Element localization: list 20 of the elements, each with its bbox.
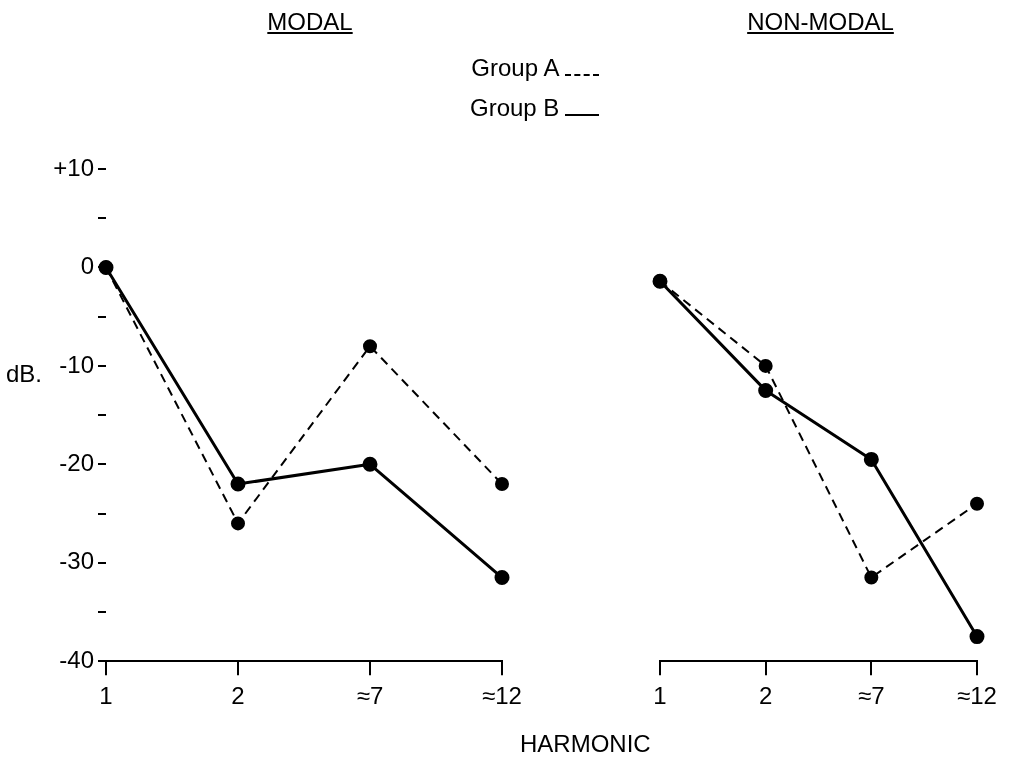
y-tick-label: +10 (53, 153, 94, 181)
x-tick-label: 1 (99, 682, 113, 710)
x-tick-label: ≈12 (957, 682, 997, 710)
x-tick-label: 2 (231, 682, 245, 710)
y-tick-label: 0 (80, 252, 94, 280)
y-tick-label: -10 (59, 350, 94, 378)
chart-title: MODAL (267, 8, 353, 36)
x-tick-label: ≈7 (858, 682, 885, 710)
legend-label: Group A (471, 54, 560, 82)
x-tick-label: 1 (653, 682, 667, 710)
legend-label: Group B (470, 94, 560, 122)
x-tick-label: ≈12 (482, 682, 522, 710)
x-tick-label: ≈7 (356, 682, 384, 710)
x-axis-title: HARMONIC (520, 730, 651, 758)
x-tick-label: 2 (758, 682, 773, 710)
y-tick-label: -30 (59, 547, 94, 575)
y-tick-label: -40 (59, 645, 94, 673)
y-tick-label: -20 (59, 448, 94, 476)
chart-title: NON-MODAL (747, 8, 894, 36)
y-axis-title: dB. (6, 360, 43, 388)
